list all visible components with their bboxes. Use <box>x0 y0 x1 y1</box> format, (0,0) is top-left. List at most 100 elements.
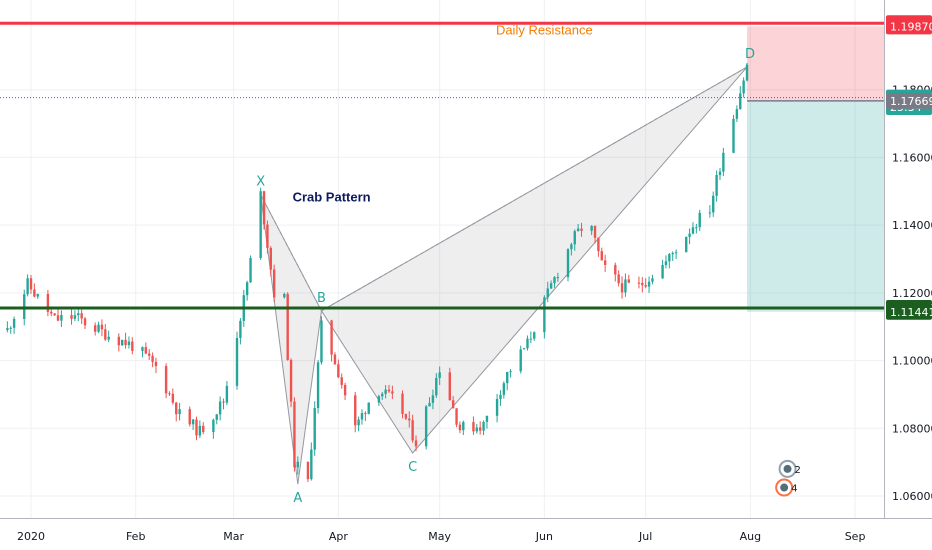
candle-body <box>735 109 739 119</box>
candle-body <box>266 224 269 248</box>
candle-body <box>104 329 107 340</box>
candle-body <box>93 325 97 332</box>
pattern-point-label: X <box>256 175 265 190</box>
candle-body <box>316 362 320 409</box>
x-tick-label: Jul <box>638 530 652 543</box>
candle-body <box>289 360 293 402</box>
horizontal-lines[interactable] <box>0 21 884 310</box>
candle-body <box>647 281 651 287</box>
candle-body <box>408 418 411 421</box>
price-label-tag[interactable]: 1.11441 <box>886 303 932 320</box>
candle-body <box>553 277 556 284</box>
candle-body <box>414 440 418 447</box>
pattern-point-label: B <box>317 291 326 306</box>
candle-body <box>614 264 617 275</box>
candle-body <box>424 406 428 447</box>
target-zone[interactable] <box>747 100 884 312</box>
candle-body <box>60 315 63 321</box>
candle-body <box>570 244 573 250</box>
candle-body <box>509 371 512 373</box>
candle-body <box>519 349 522 372</box>
candle-body <box>310 449 313 480</box>
candle-body <box>269 247 272 270</box>
candle-body <box>499 394 502 399</box>
event-badges[interactable]: 24 <box>775 459 801 497</box>
candle-body <box>526 338 529 349</box>
y-tick-label: 1.10000 <box>892 355 932 368</box>
price-label-bg <box>886 303 932 320</box>
candle-body <box>77 313 80 316</box>
candle-body <box>522 348 526 350</box>
pattern-triangle-bcd[interactable] <box>320 66 748 454</box>
candle-body <box>120 339 124 346</box>
crab-pattern-drawing[interactable] <box>260 66 748 485</box>
candle-body <box>495 398 499 416</box>
candle-body <box>245 282 249 296</box>
price-label-tag[interactable]: 1.19870 <box>886 18 932 35</box>
candle-body <box>320 320 323 363</box>
candle-body <box>144 347 148 354</box>
x-tick-label: Sep <box>845 530 866 543</box>
pattern-leg-xb <box>260 194 322 312</box>
candle-body <box>46 293 50 312</box>
price-axis-background <box>884 0 932 550</box>
event-badge-count: 2 <box>795 465 801 476</box>
candle-body <box>742 80 745 94</box>
candle-body <box>698 212 701 228</box>
candle-body <box>478 427 482 431</box>
candle-body <box>593 225 597 238</box>
candle-body <box>33 289 36 297</box>
candle-body <box>590 225 593 231</box>
candle-body <box>401 393 404 414</box>
y-tick-label: 1.08000 <box>892 422 932 435</box>
candle-body <box>671 252 674 255</box>
stop-zone[interactable] <box>747 26 884 101</box>
candle-body <box>428 402 431 407</box>
candle-body <box>70 315 73 319</box>
candle-body <box>506 371 509 384</box>
candle-body <box>340 377 343 385</box>
candle-body <box>641 282 644 286</box>
price-axis[interactable]: 1.200001.180001.160001.140001.120001.100… <box>884 0 932 550</box>
candle-body <box>603 260 607 265</box>
candle-body <box>286 293 289 361</box>
pattern-point-label: C <box>408 460 417 475</box>
candle-body <box>661 264 664 279</box>
event-badge-dot <box>783 464 792 473</box>
candle-body <box>533 332 536 339</box>
candle-body <box>330 320 333 355</box>
candle-body <box>218 401 222 415</box>
short-position-tool[interactable] <box>747 26 884 312</box>
candles <box>6 62 749 482</box>
candle-body <box>26 278 29 295</box>
candle-body <box>56 315 60 321</box>
candle-body <box>475 427 479 432</box>
pattern-triangle-xab[interactable] <box>260 194 322 485</box>
candle-body <box>188 409 191 425</box>
x-tick-label: Mar <box>223 530 244 543</box>
y-tick-label: 1.06000 <box>892 490 932 503</box>
x-tick-label: Feb <box>126 530 145 543</box>
x-tick-label: Jun <box>535 530 553 543</box>
candle-body <box>576 228 580 232</box>
annotation-text[interactable]: Crab Pattern <box>293 189 371 204</box>
candle-body <box>502 383 506 395</box>
event-badge-count: 4 <box>791 484 797 495</box>
candle-body <box>431 395 435 403</box>
pattern-point-label: A <box>293 491 302 506</box>
candle-body <box>9 327 12 329</box>
candle-body <box>83 318 87 326</box>
candle-body <box>411 420 414 441</box>
candle-body <box>620 283 624 293</box>
candle-body <box>97 324 100 332</box>
candle-body <box>556 277 560 279</box>
candle-body <box>148 353 151 356</box>
candle-body <box>249 258 252 283</box>
candle-body <box>685 236 688 253</box>
price-label-tag[interactable]: 1.17669 <box>886 92 932 109</box>
annotations[interactable]: Daily Resistance Crab Pattern <box>293 23 593 205</box>
annotation-text[interactable]: Daily Resistance <box>496 23 593 38</box>
candle-body <box>306 461 310 480</box>
time-axis[interactable]: 2020 Feb Mar Apr May Jun Jul Aug Sep <box>0 518 932 550</box>
